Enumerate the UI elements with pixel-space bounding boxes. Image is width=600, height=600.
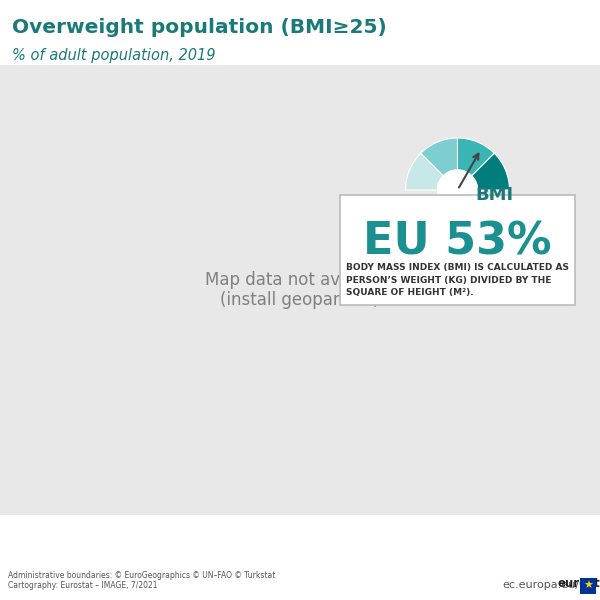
Text: Overweight population (BMI≥25): Overweight population (BMI≥25) bbox=[12, 18, 387, 37]
Wedge shape bbox=[458, 138, 494, 176]
Text: BMI: BMI bbox=[476, 186, 514, 204]
Text: % of adult population, 2019: % of adult population, 2019 bbox=[12, 48, 215, 63]
Text: ec.europa.eu/: ec.europa.eu/ bbox=[502, 580, 579, 590]
Text: Administrative boundaries: © EuroGeographics © UN–FAO © Turkstat
Cartography: Eu: Administrative boundaries: © EuroGeograp… bbox=[8, 571, 275, 590]
Text: BODY MASS INDEX (BMI) IS CALCULATED AS
PERSON’S WEIGHT (KG) DIVIDED BY THE
SQUAR: BODY MASS INDEX (BMI) IS CALCULATED AS P… bbox=[346, 263, 569, 297]
Circle shape bbox=[437, 170, 478, 210]
Text: eurostat: eurostat bbox=[557, 577, 600, 590]
FancyBboxPatch shape bbox=[340, 195, 575, 305]
Text: EU 53%: EU 53% bbox=[363, 220, 552, 263]
FancyBboxPatch shape bbox=[580, 578, 596, 594]
Wedge shape bbox=[406, 153, 443, 190]
Text: ★: ★ bbox=[583, 581, 593, 591]
FancyBboxPatch shape bbox=[0, 65, 600, 515]
Wedge shape bbox=[421, 138, 458, 176]
Wedge shape bbox=[472, 153, 509, 190]
Text: Map data not available
(install geopandas): Map data not available (install geopanda… bbox=[205, 271, 395, 310]
